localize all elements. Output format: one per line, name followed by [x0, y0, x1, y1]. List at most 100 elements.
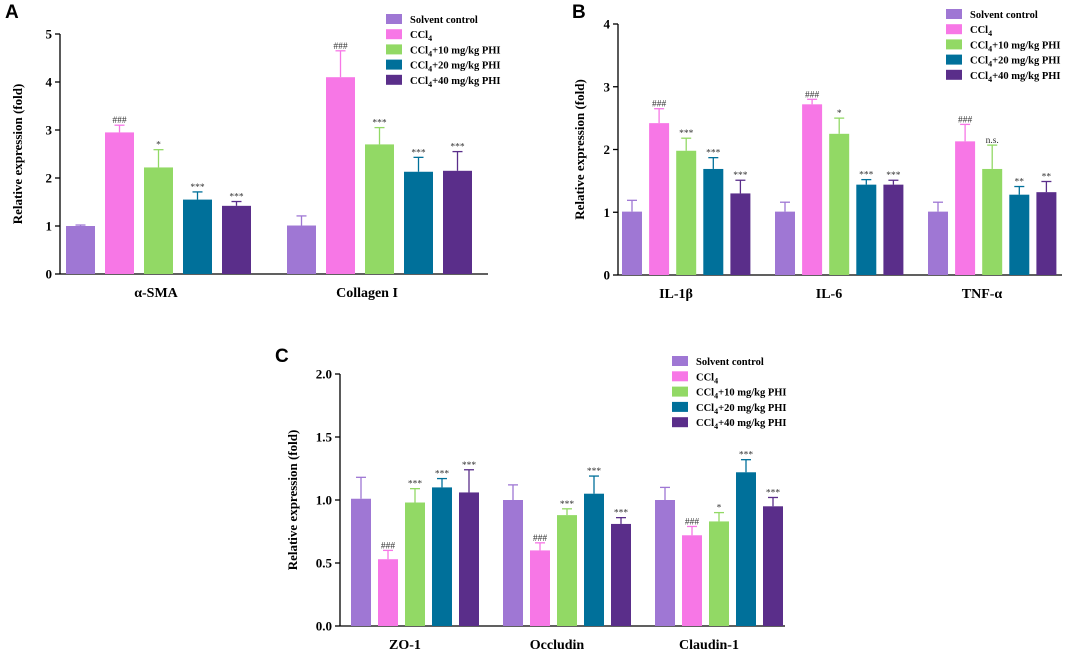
- significance-label: ###: [685, 517, 700, 527]
- significance-label: ***: [766, 488, 781, 498]
- legend-label-main: CCl: [970, 25, 988, 36]
- bar: [611, 523, 631, 626]
- x-category-label: IL-6: [816, 287, 842, 302]
- y-tick-label: 2: [46, 171, 53, 186]
- legend-swatch: [946, 9, 962, 19]
- legend-label: CCl4+40 mg/kg PHI: [696, 418, 787, 431]
- legend-label: CCl4+20 mg/kg PHI: [970, 56, 1061, 69]
- legend-swatch: [386, 44, 402, 55]
- bar: [883, 184, 904, 275]
- significance-label: ###: [112, 116, 127, 126]
- y-tick-label: 1.0: [316, 493, 332, 508]
- legend-label: CCl4+10 mg/kg PHI: [410, 45, 501, 58]
- significance-label: ***: [411, 148, 426, 158]
- legend-label-subscript: 4: [428, 34, 432, 43]
- legend-label-subscript: 4: [428, 80, 432, 89]
- legend-label-main: CCl: [696, 403, 714, 414]
- bar: [183, 199, 212, 274]
- x-category-label: α-SMA: [134, 286, 178, 301]
- bar: [649, 123, 670, 276]
- bar: [955, 141, 976, 275]
- y-tick-label: 1: [604, 205, 611, 220]
- significance-label: ###: [381, 541, 396, 551]
- x-category-label: Collagen I: [336, 286, 398, 301]
- bar: [365, 144, 394, 274]
- legend-swatch: [946, 54, 962, 65]
- legend-swatch: [386, 74, 402, 85]
- x-category-label: TNF-α: [962, 287, 1003, 302]
- bar: [682, 535, 702, 626]
- legend-label-suffix: +10 mg/kg PHI: [432, 45, 500, 56]
- bar: [736, 472, 756, 626]
- bar: [982, 168, 1003, 275]
- bar: [459, 492, 479, 626]
- bar: [856, 184, 877, 275]
- bar: [557, 515, 577, 626]
- significance-label: *: [837, 109, 842, 119]
- y-tick-label: 0: [604, 268, 611, 283]
- x-category-label: Occludin: [530, 638, 585, 650]
- panel-letter: A: [5, 2, 19, 23]
- legend-label-main: CCl: [696, 418, 714, 429]
- legend-label: Solvent control: [410, 15, 478, 26]
- legend-swatch: [672, 417, 688, 428]
- bar: [144, 167, 173, 274]
- legend-label: CCl4+20 mg/kg PHI: [696, 403, 787, 416]
- legend-label-main: CCl: [970, 71, 988, 82]
- y-tick-label: 4: [46, 75, 53, 90]
- legend-label: CCl4+20 mg/kg PHI: [410, 61, 501, 74]
- bar: [405, 502, 425, 626]
- legend-swatch: [672, 386, 688, 397]
- significance-label: *: [156, 141, 161, 151]
- y-tick-label: 3: [604, 79, 611, 94]
- y-tick-label: 1: [46, 219, 53, 234]
- significance-label: ***: [859, 171, 874, 181]
- bar: [584, 493, 604, 626]
- bar: [829, 133, 850, 275]
- bar: [287, 225, 316, 274]
- legend-label-main: Solvent control: [410, 15, 478, 26]
- significance-label: ***: [229, 193, 244, 203]
- bar: [432, 487, 452, 626]
- legend-label-subscript: 4: [714, 407, 718, 416]
- legend-label-subscript: 4: [714, 376, 718, 385]
- legend-label-suffix: +40 mg/kg PHI: [992, 71, 1060, 82]
- bar: [530, 550, 550, 626]
- significance-label: ***: [462, 461, 477, 471]
- bar: [1036, 192, 1057, 275]
- legend-label: CCl4+40 mg/kg PHI: [410, 76, 501, 89]
- legend-swatch: [386, 14, 402, 24]
- bar: [1009, 194, 1030, 275]
- legend-label-subscript: 4: [988, 75, 992, 84]
- significance-label: **: [1015, 178, 1025, 188]
- legend-label-main: CCl: [696, 388, 714, 399]
- bar: [378, 559, 398, 626]
- legend-label: CCl4: [410, 30, 432, 43]
- chart-panel-c: C Relative expression (fold) 0.0 0.5 1.0 1.5 2…: [275, 346, 787, 650]
- legend-label: CCl4+10 mg/kg PHI: [696, 388, 787, 401]
- y-tick-label: 0.5: [316, 556, 333, 571]
- x-category-label: ZO-1: [389, 638, 421, 650]
- legend-label-main: CCl: [410, 76, 428, 87]
- bar: [503, 500, 523, 626]
- y-tick-label: 4: [604, 17, 611, 32]
- legend-label: Solvent control: [970, 10, 1038, 21]
- y-tick-label: 3: [46, 123, 53, 138]
- legend-label-suffix: +10 mg/kg PHI: [992, 40, 1060, 51]
- significance-label: *: [717, 504, 722, 514]
- legend-label-subscript: 4: [988, 29, 992, 38]
- significance-label: ###: [533, 534, 548, 544]
- bar: [928, 211, 948, 275]
- bar: [622, 211, 642, 275]
- bar: [655, 500, 675, 626]
- significance-label: ***: [587, 467, 602, 477]
- bar: [222, 205, 251, 274]
- legend-swatch: [672, 401, 688, 412]
- bar: [775, 211, 795, 275]
- legend-label-subscript: 4: [428, 49, 432, 58]
- legend-label-main: CCl: [970, 56, 988, 67]
- y-axis-label: Relative expression (fold): [285, 430, 300, 571]
- y-tick-label: 0.0: [316, 619, 332, 634]
- legend-label-suffix: +40 mg/kg PHI: [718, 418, 786, 429]
